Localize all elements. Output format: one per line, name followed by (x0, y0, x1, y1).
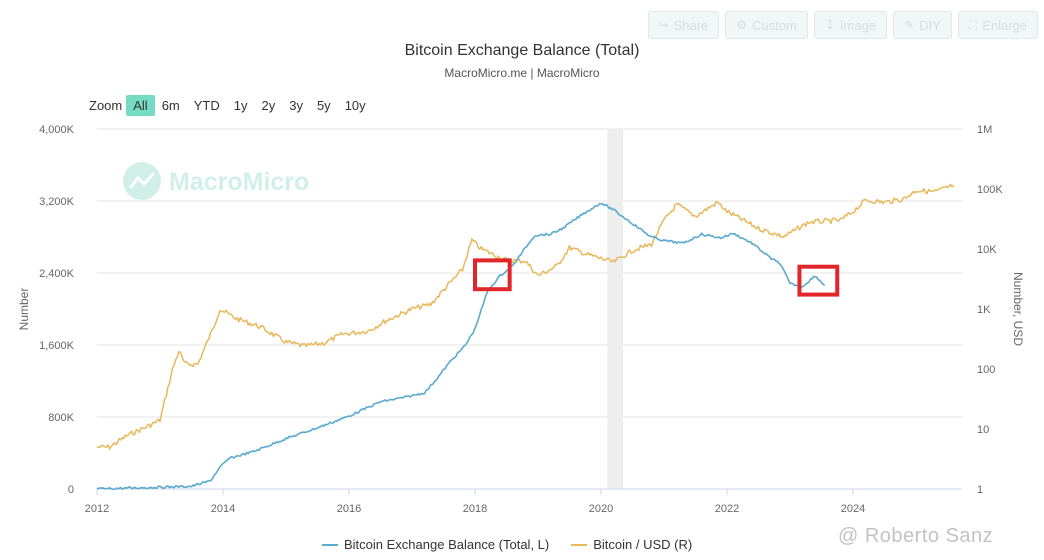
legend-label-exchange: Bitcoin Exchange Balance (Total, L) (344, 537, 550, 552)
left-tick-label: 800K (48, 412, 74, 424)
left-tick-label: 4,000K (39, 124, 75, 136)
zoom-3y-button[interactable]: 3y (289, 98, 303, 113)
macromicro-logo-icon (123, 162, 161, 200)
legend-label-btc: Bitcoin / USD (R) (593, 537, 693, 552)
diy-label: DIY (919, 17, 941, 33)
zoom-selector: Zoom All 6m YTD 1y 2y 3y 5y 10y (89, 95, 373, 116)
expand-icon: ⛶ (968, 17, 978, 32)
share-button[interactable]: ↪ Share (647, 11, 720, 39)
legend-swatch-exchange (322, 543, 338, 546)
x-tick-label: 2020 (589, 503, 613, 515)
legend: Bitcoin Exchange Balance (Total, L) Bitc… (322, 537, 692, 552)
right-tick-label: 1K (977, 304, 991, 316)
custom-button[interactable]: ⚙ Custom (725, 11, 808, 39)
series-line-exchange-balance (96, 202, 826, 491)
share-icon: ↪ (658, 18, 669, 32)
zoom-ytd-button[interactable]: YTD (193, 98, 220, 113)
share-label: Share (673, 17, 709, 33)
left-tick-label: 1,600K (39, 340, 75, 352)
watermark: MacroMicro (123, 162, 309, 200)
pencil-icon: ✎ (904, 18, 915, 32)
left-axis-ticks: 0 800K 1,600K 2,400K 3,200K 4,000K (39, 124, 75, 496)
image-button[interactable]: ↧ Image (813, 11, 888, 39)
highlight-box (473, 258, 512, 292)
chart-title: Bitcoin Exchange Balance (Total) (404, 42, 640, 59)
zoom-label: Zoom (89, 98, 123, 113)
right-axis-label: Number, USD (1011, 272, 1025, 346)
right-tick-label: 1M (977, 124, 992, 136)
diy-button[interactable]: ✎ DIY (893, 11, 952, 39)
left-axis-label: Number (17, 288, 31, 331)
left-tick-label: 2,400K (39, 268, 75, 280)
legend-swatch-btc (571, 543, 588, 546)
right-tick-label: 100K (977, 184, 1003, 196)
highlight-box (797, 264, 840, 297)
left-tick-label: 3,200K (39, 196, 75, 208)
enlarge-button[interactable]: ⛶ Enlarge (957, 11, 1038, 39)
x-axis-ticks: 2012 2014 2016 2018 2020 2022 2024 (85, 489, 865, 515)
legend-item-exchange-balance[interactable]: Bitcoin Exchange Balance (Total, L) (322, 537, 549, 552)
x-tick-label: 2022 (715, 503, 739, 515)
chart-subtitle: MacroMicro.me | MacroMicro (444, 66, 600, 80)
zoom-6m-button[interactable]: 6m (161, 98, 180, 113)
right-tick-label: 1 (977, 484, 983, 496)
x-tick-label: 2018 (463, 503, 487, 515)
right-tick-label: 10K (977, 244, 997, 256)
series-line-btc-usd (96, 183, 955, 450)
zoom-all-button[interactable]: All (126, 95, 155, 116)
right-tick-label: 10 (977, 424, 989, 436)
zoom-10y-button[interactable]: 10y (344, 98, 366, 113)
enlarge-label: Enlarge (982, 17, 1027, 33)
x-tick-label: 2024 (841, 503, 865, 515)
custom-label: Custom (752, 17, 797, 33)
highlight-boxes (473, 258, 840, 297)
right-tick-label: 100 (977, 364, 995, 376)
x-tick-label: 2016 (337, 503, 361, 515)
left-tick-label: 0 (68, 484, 74, 496)
zoom-5y-button[interactable]: 5y (316, 98, 331, 113)
toolbar: ↪ Share ⚙ Custom ↧ Image ✎ DIY ⛶ Enlarge (647, 11, 1038, 39)
shaded-period (607, 129, 624, 489)
author-credit: @ Roberto Sanz (838, 525, 994, 547)
zoom-2y-button[interactable]: 2y (261, 98, 276, 113)
download-icon: ↧ (824, 18, 835, 32)
legend-item-btc-usd[interactable]: Bitcoin / USD (R) (571, 537, 692, 552)
x-tick-label: 2014 (211, 503, 235, 515)
image-label: Image (839, 17, 877, 33)
gear-icon: ⚙ (736, 18, 748, 32)
gridlines (97, 128, 962, 418)
zoom-1y-button[interactable]: 1y (233, 98, 248, 113)
right-axis-ticks: 1 10 100 1K 10K 100K 1M (977, 124, 1003, 496)
watermark-text: MacroMicro (169, 168, 309, 196)
x-tick-label: 2012 (85, 503, 109, 515)
